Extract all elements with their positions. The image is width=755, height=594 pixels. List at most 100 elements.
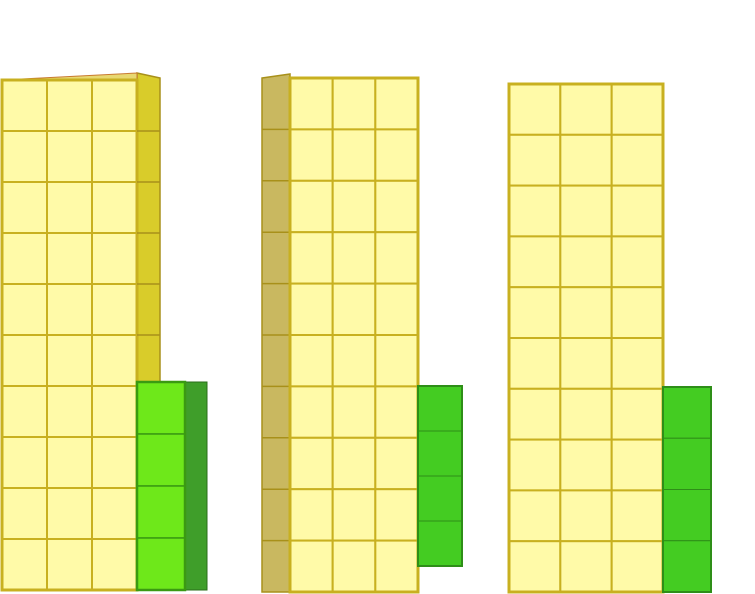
cell [1,130,48,183]
cell [559,540,613,594]
cell [508,83,562,136]
side-lines [262,128,290,542]
cell [46,283,93,336]
cell [136,381,186,435]
cell [508,184,562,238]
cell [374,128,420,182]
cell [289,385,334,439]
cell [91,130,138,183]
cell [610,337,665,390]
cell [331,179,377,234]
cell [46,436,93,489]
cell [508,489,562,543]
cell [662,540,712,593]
green-front [417,385,463,567]
cell [289,282,334,337]
cell [1,283,48,336]
cell [508,438,562,492]
cell [46,334,93,387]
cell [289,488,334,542]
cell [289,128,334,182]
cell [374,436,420,491]
cell [91,283,138,336]
green-front [135,380,187,592]
cell [136,433,186,487]
cell [1,436,48,489]
cell [374,77,420,131]
cell [331,77,377,131]
cell [508,235,562,289]
cell [46,130,93,183]
cell [46,181,93,234]
cell [610,387,665,441]
cell [1,334,48,387]
frame [135,380,187,592]
cell [610,235,665,289]
cell [417,520,463,567]
cell [289,179,334,234]
cell [91,385,138,438]
front-face [0,78,139,592]
cell [610,83,665,136]
cell [91,538,138,591]
cell [91,232,138,285]
cell [417,385,463,432]
frame [662,386,712,593]
cell [559,337,613,390]
cell [374,539,420,593]
cell [559,387,613,441]
cell [508,540,562,594]
cell [91,181,138,234]
cell [331,385,377,439]
cell [559,286,613,340]
cell [610,133,665,187]
cell [508,286,562,340]
cell [46,385,93,438]
cell [559,184,613,238]
cell [136,537,186,591]
frame [507,82,665,594]
cell [508,387,562,441]
cell [610,438,665,492]
cell [374,334,420,388]
cell [331,128,377,182]
cell [610,286,665,340]
cell [289,539,334,593]
cell [1,232,48,285]
cell [331,231,377,285]
cell [46,79,93,132]
cell [91,79,138,132]
cell [559,133,613,187]
cell [91,487,138,540]
cell [331,334,377,388]
cell [559,235,613,289]
frame [288,76,420,594]
cell [289,436,334,491]
cell [91,334,138,387]
cell [46,538,93,591]
cell [610,489,665,543]
cell [1,79,48,132]
cell [289,77,334,131]
cell [508,133,562,187]
cell [610,184,665,238]
cell [1,181,48,234]
cell [662,437,712,490]
cell [559,438,613,492]
cell [1,538,48,591]
green-front [662,386,712,593]
cell [559,489,613,543]
front-face [507,82,665,594]
cell [91,436,138,489]
cell [331,539,377,593]
cell [289,334,334,388]
cell [374,231,420,285]
cell [662,386,712,439]
green-side [184,381,208,591]
cell [1,385,48,438]
cell [662,489,712,542]
cell [417,475,463,522]
cell [417,430,463,477]
